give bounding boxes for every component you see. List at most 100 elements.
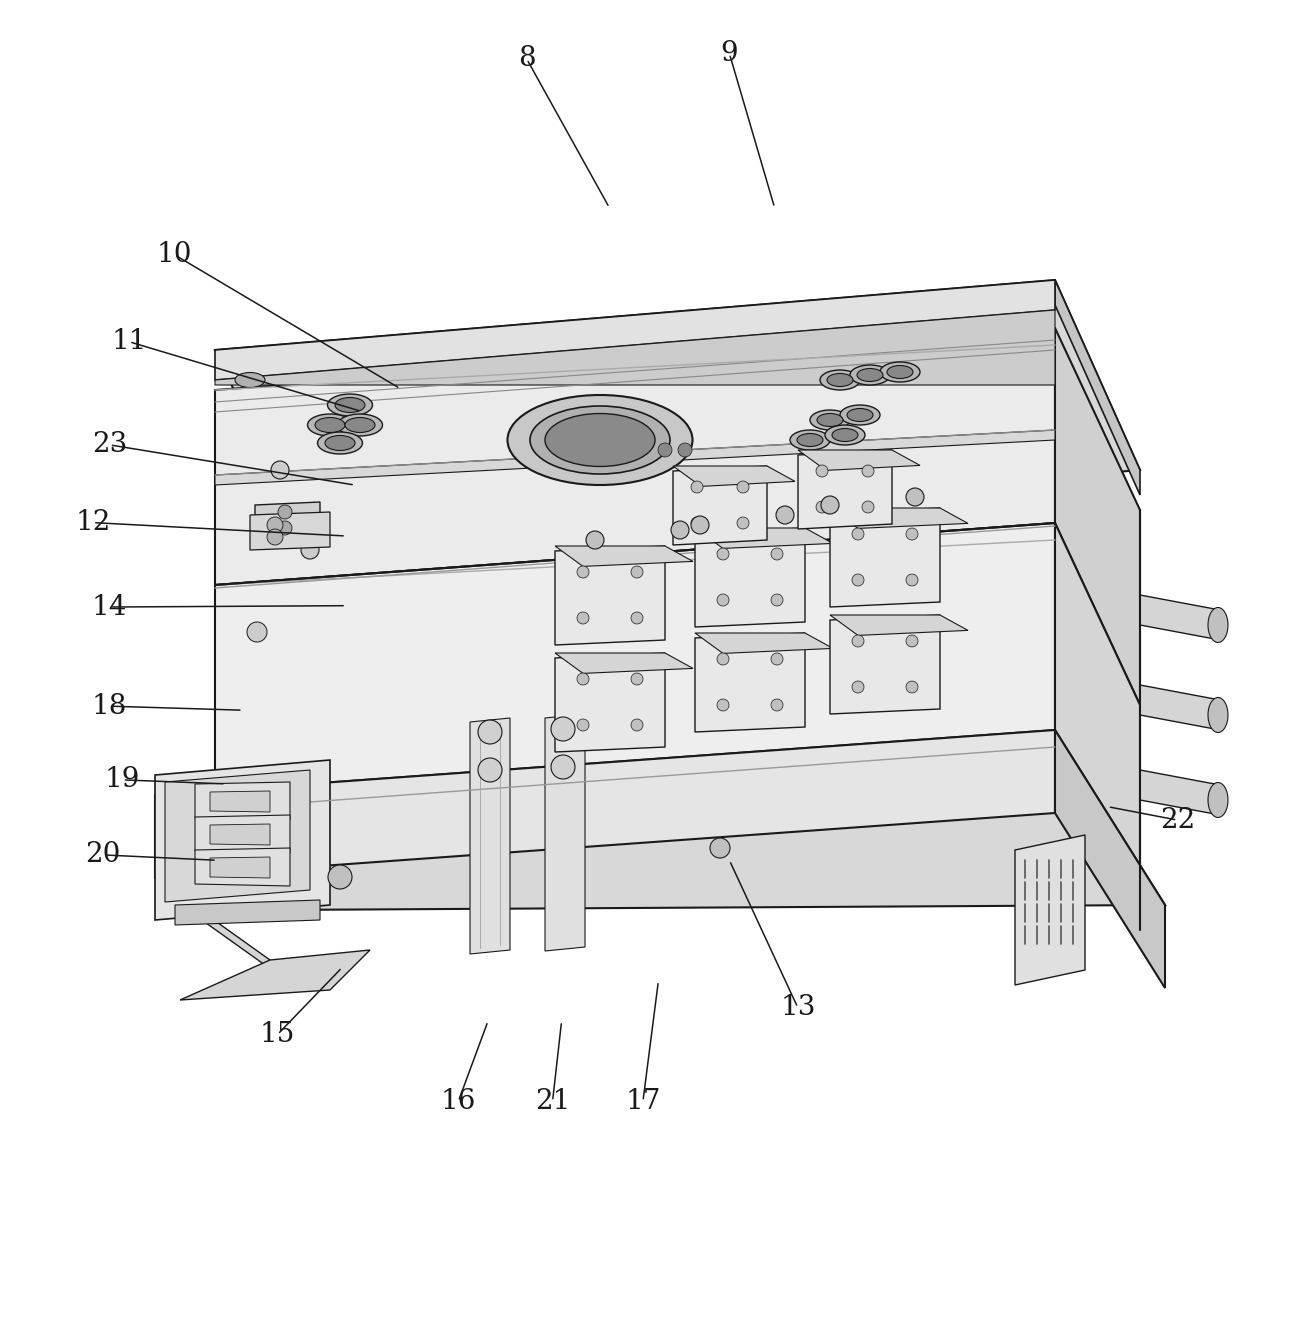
Circle shape [551,717,574,741]
Polygon shape [216,523,1055,812]
Circle shape [862,501,874,513]
Polygon shape [673,466,767,545]
Ellipse shape [337,414,382,436]
Polygon shape [210,791,270,812]
Circle shape [717,653,729,665]
Circle shape [551,754,574,779]
Circle shape [631,565,643,578]
Ellipse shape [307,414,352,436]
Polygon shape [210,858,270,878]
Circle shape [710,838,729,858]
Ellipse shape [345,418,374,433]
Circle shape [737,481,749,493]
Ellipse shape [849,364,889,385]
Polygon shape [1140,770,1220,815]
Circle shape [267,517,283,533]
Ellipse shape [809,410,849,430]
Circle shape [278,521,292,535]
Text: 23: 23 [92,431,128,458]
Polygon shape [216,310,1055,385]
Polygon shape [1055,328,1140,705]
Polygon shape [798,450,920,470]
Polygon shape [798,450,892,529]
Circle shape [852,681,864,693]
Circle shape [816,501,828,513]
Circle shape [631,720,643,732]
Polygon shape [695,632,806,732]
Polygon shape [555,653,665,752]
Text: 20: 20 [85,842,121,868]
Circle shape [852,528,864,540]
Circle shape [717,594,729,606]
Circle shape [678,444,692,457]
Polygon shape [155,878,300,990]
Polygon shape [695,632,833,654]
Circle shape [717,699,729,712]
Polygon shape [695,528,833,548]
Circle shape [852,635,864,647]
Circle shape [478,720,502,744]
Polygon shape [470,718,510,954]
Ellipse shape [531,406,670,474]
Circle shape [671,521,689,539]
Polygon shape [830,508,968,528]
Ellipse shape [271,461,289,478]
Circle shape [328,866,352,888]
Circle shape [906,488,924,507]
Ellipse shape [318,431,363,454]
Circle shape [771,699,784,712]
Polygon shape [830,615,940,714]
Ellipse shape [840,405,880,425]
Circle shape [717,548,729,560]
Ellipse shape [887,366,913,378]
Circle shape [906,574,918,586]
Polygon shape [1055,280,1140,494]
Text: 17: 17 [625,1088,661,1115]
Circle shape [658,444,673,457]
Circle shape [577,720,589,732]
Ellipse shape [880,362,920,382]
Polygon shape [216,328,1055,586]
Polygon shape [195,815,290,854]
Ellipse shape [857,369,883,382]
Circle shape [267,529,283,545]
Circle shape [278,505,292,519]
Polygon shape [545,714,585,951]
Ellipse shape [797,434,822,446]
Ellipse shape [847,409,873,422]
Polygon shape [155,730,1055,878]
Ellipse shape [825,425,865,445]
Circle shape [586,531,604,549]
Polygon shape [555,653,693,674]
Circle shape [771,594,784,606]
Ellipse shape [315,418,345,433]
Circle shape [852,574,864,586]
Polygon shape [165,770,310,902]
Polygon shape [210,824,270,846]
Circle shape [478,758,502,783]
Circle shape [247,622,267,642]
Ellipse shape [831,429,859,441]
Text: 12: 12 [75,509,111,536]
Polygon shape [216,280,1055,381]
Ellipse shape [817,414,843,426]
Polygon shape [673,466,795,486]
Polygon shape [555,545,665,645]
Circle shape [771,653,784,665]
Ellipse shape [790,430,830,450]
Polygon shape [256,502,320,545]
Ellipse shape [334,398,365,413]
Polygon shape [830,508,940,607]
Polygon shape [830,615,968,635]
Polygon shape [1055,523,1140,930]
Circle shape [816,465,828,477]
Circle shape [737,517,749,529]
Polygon shape [176,900,320,925]
Polygon shape [1140,685,1220,730]
Text: 11: 11 [111,328,147,355]
Ellipse shape [1208,783,1228,817]
Circle shape [862,465,874,477]
Circle shape [906,681,918,693]
Text: 9: 9 [720,40,738,67]
Text: 10: 10 [156,241,192,268]
